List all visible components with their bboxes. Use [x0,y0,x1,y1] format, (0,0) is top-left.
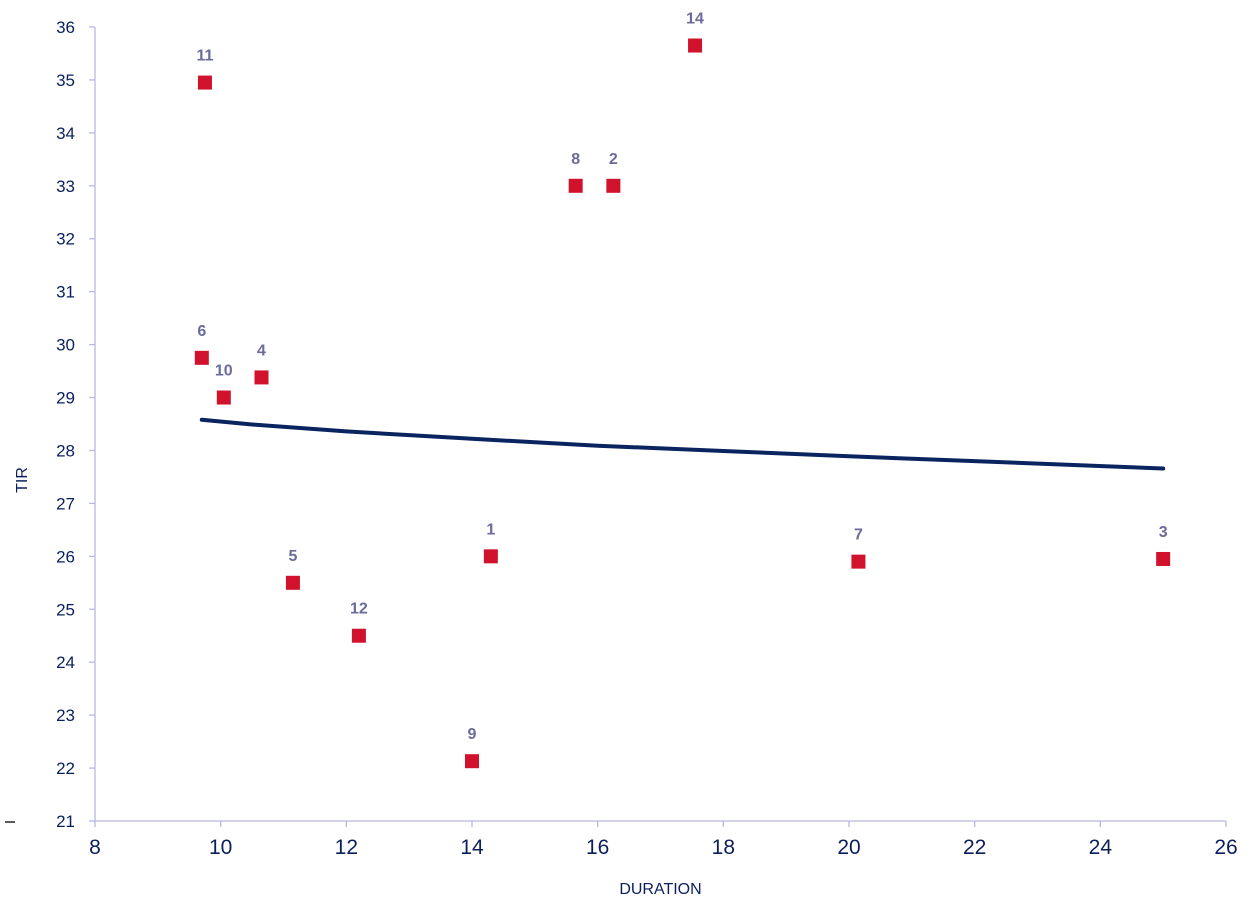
x-tick-label: 24 [1089,836,1113,859]
y-tick-label: 21 [56,812,75,831]
y-tick-label: 24 [56,653,75,672]
data-point-2 [606,178,621,193]
x-tick-label: 18 [712,836,735,859]
y-tick-label: 30 [56,336,75,355]
y-tick-label: 32 [56,230,75,249]
y-tick-label: 27 [56,494,75,513]
data-label-10: 10 [215,363,233,380]
data-point-4 [254,370,269,385]
y-tick-label: 25 [56,600,75,619]
y-tick-label: 33 [56,177,75,196]
y-tick-label: 28 [56,441,75,460]
x-tick-label: 14 [460,836,484,859]
data-point-3 [1156,551,1171,566]
data-label-1: 1 [486,521,495,538]
data-label-11: 11 [196,48,213,65]
data-point-11 [197,75,212,90]
y-tick-label: 35 [56,71,75,90]
data-point-12 [351,628,366,643]
data-point-6 [194,350,209,365]
data-label-14: 14 [686,11,704,28]
y-tick-label: 34 [56,124,75,143]
data-point-10 [216,390,231,405]
data-label-7: 7 [854,527,863,544]
data-label-3: 3 [1159,524,1168,541]
data-label-9: 9 [468,726,477,743]
data-point-5 [285,575,300,590]
x-tick-label: 12 [335,836,358,859]
data-point-1 [483,549,498,564]
x-tick-label: 26 [1214,836,1237,859]
data-label-6: 6 [197,323,206,340]
x-axis-title: DURATION [619,881,701,898]
data-label-2: 2 [609,151,618,168]
y-tick-label: 23 [56,706,75,725]
data-label-12: 12 [350,601,368,618]
data-point-8 [568,178,583,193]
y-tick-label: 31 [56,283,75,302]
data-point-7 [851,554,866,569]
y-tick-label: 36 [56,18,75,37]
y-tick-label: 26 [56,547,75,566]
y-axis-title: TIR [14,467,31,493]
data-point-14 [688,38,703,53]
x-tick-label: 16 [586,836,609,859]
y-tick-label: 29 [56,389,75,408]
data-label-4: 4 [257,342,266,359]
trendline [199,417,1166,471]
data-label-8: 8 [571,151,580,168]
x-tick-label: 10 [209,836,232,859]
data-point-9 [465,754,479,769]
x-tick-label: 22 [963,836,986,859]
x-tick-label: 20 [837,836,860,859]
data-label-5: 5 [288,548,297,565]
y-tick-label: 22 [56,759,75,778]
x-tick-label: 8 [89,836,101,859]
